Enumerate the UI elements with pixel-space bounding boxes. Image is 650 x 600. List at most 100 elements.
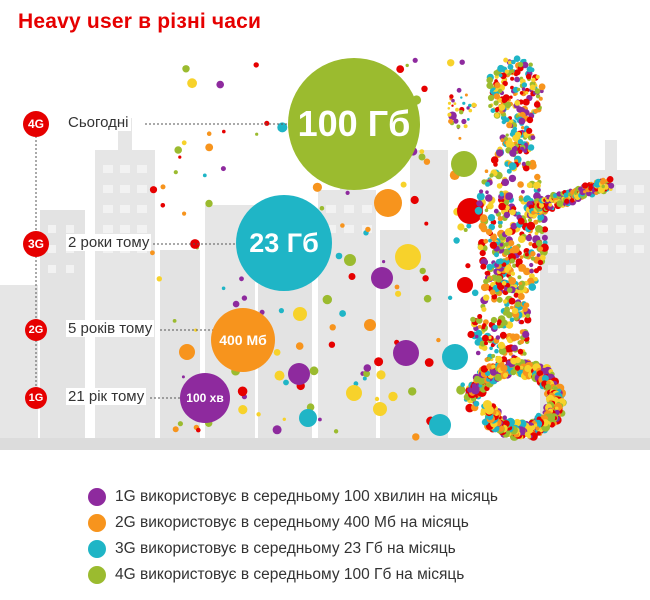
figure-dot: [503, 57, 509, 63]
figure-dot: [459, 110, 464, 115]
figure-dot: [470, 316, 476, 323]
figure-dot: [501, 178, 510, 187]
figure-dot: [504, 228, 513, 236]
figure-dot: [479, 340, 486, 347]
figure-dot: [556, 200, 564, 208]
figure-dot: [468, 108, 473, 113]
figure-dot: [498, 224, 503, 229]
figure-dot: [494, 252, 499, 258]
figure-dot: [490, 316, 498, 324]
figure-dot: [506, 168, 512, 174]
figure-dot: [579, 188, 587, 196]
figure-dot: [497, 220, 503, 225]
confetti-dot: [205, 199, 213, 208]
figure-dot: [533, 219, 539, 225]
figure-dot: [513, 284, 518, 288]
figure-dot: [519, 339, 525, 345]
figure-dot: [601, 184, 605, 189]
time-label-2g: 5 років тому: [66, 320, 155, 337]
figure-dot: [504, 69, 509, 74]
figure-dot: [473, 400, 480, 407]
figure-dot: [460, 96, 463, 99]
confetti-dot: [395, 290, 402, 297]
figure-dot: [485, 270, 491, 277]
figure-dot: [508, 141, 515, 148]
figure-dot: [517, 275, 522, 280]
figure-dot: [517, 61, 524, 68]
figure-dot: [510, 222, 518, 230]
confetti-dot: [253, 62, 259, 68]
figure-dot: [466, 106, 470, 110]
accent-dot: [299, 409, 317, 427]
figure-dot: [533, 192, 541, 201]
figure-dot: [508, 351, 513, 356]
figure-dot: [474, 206, 483, 215]
figure-dot: [492, 324, 498, 330]
figure-dot: [475, 350, 481, 356]
figure-dot: [509, 305, 514, 310]
figure-dot: [527, 144, 535, 151]
figure-dot: [449, 94, 454, 99]
confetti-dot: [174, 146, 182, 154]
accent-dot: [442, 344, 468, 370]
figure-dot: [473, 375, 481, 383]
accent-dot: [373, 402, 387, 416]
figure-dot: [485, 194, 493, 202]
figure-dot: [491, 364, 496, 369]
figure-dot: [512, 263, 517, 268]
figure-dot: [503, 299, 508, 304]
figure-dot: [493, 208, 499, 214]
legend-dot-green: [88, 566, 106, 584]
figure-dot: [546, 199, 550, 203]
accent-dot: [179, 344, 195, 360]
figure-dot: [518, 197, 524, 202]
figure-dot: [505, 257, 509, 261]
figure-dot: [453, 118, 459, 124]
figure-dot: [528, 283, 537, 291]
figure-dot: [504, 205, 510, 211]
legend-text: 4G використовує в середньому 100 Гб на м…: [115, 566, 465, 583]
confetti-dot: [283, 379, 289, 386]
figure-dot: [488, 335, 492, 340]
figure-dot: [525, 87, 530, 93]
confetti-dot: [328, 341, 336, 348]
confetti-dot: [388, 391, 398, 402]
figure-dot: [485, 228, 493, 235]
figure-dot: [501, 319, 508, 326]
figure-dot: [479, 189, 484, 194]
figure-dot: [518, 284, 524, 291]
figure-dot: [485, 190, 489, 194]
figure-dot: [514, 357, 521, 364]
figure-dot: [582, 182, 589, 189]
figure-dot: [527, 277, 535, 286]
figure-dot: [518, 149, 523, 154]
figure-dot: [467, 330, 475, 339]
time-label-4g: Сьогодні: [66, 114, 131, 131]
figure-dot: [474, 334, 479, 339]
figure-dot: [451, 98, 455, 103]
confetti-dot: [374, 357, 384, 367]
figure-dot: [464, 93, 468, 97]
confetti-dot: [400, 181, 407, 188]
figure-dot: [517, 235, 526, 243]
confetti-dot: [424, 358, 434, 367]
figure-dot: [526, 182, 533, 189]
figure-dot: [489, 289, 496, 296]
figure-dot: [498, 73, 503, 78]
figure-dot: [529, 262, 534, 268]
figure-dot: [538, 83, 546, 91]
figure-dot: [524, 316, 532, 324]
bubble-value-2g: 400 Мб: [219, 332, 267, 348]
timeline-connectors: [35, 123, 288, 399]
legend-dot-orange: [88, 514, 106, 532]
gen-badge-3g: 3G: [23, 231, 49, 257]
figure-dot: [606, 176, 614, 183]
figure-dot: [495, 335, 501, 340]
figure-dot: [496, 296, 503, 303]
figure-dot: [501, 280, 507, 286]
figure-dot: [525, 73, 532, 80]
figure-dot: [514, 365, 521, 371]
confetti-dot: [333, 429, 339, 434]
figure-dot: [486, 263, 493, 271]
